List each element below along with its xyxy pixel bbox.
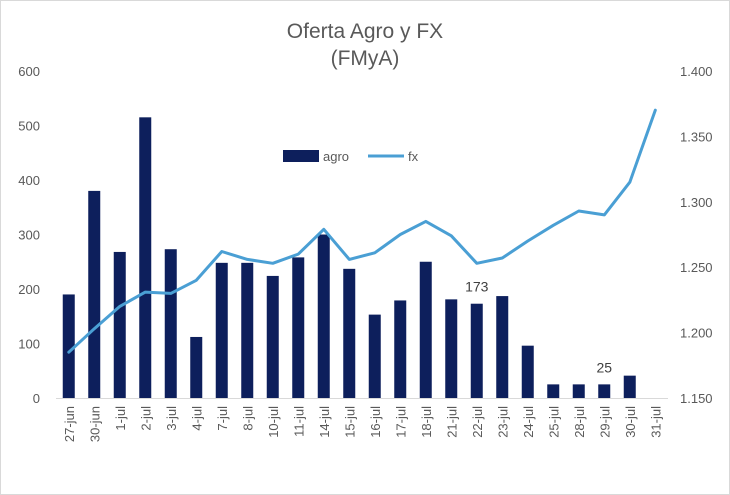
x-tick-label: 23-jul — [495, 406, 510, 438]
agro-bar — [598, 384, 611, 398]
y-left-tick-label: 300 — [18, 228, 40, 243]
data-label: 173 — [465, 279, 489, 295]
x-tick-label: 22-jul — [470, 406, 485, 438]
agro-bar — [88, 190, 101, 398]
agro-bar — [317, 234, 330, 398]
x-tick-label: 1-jul — [113, 406, 128, 431]
y-right-tick-label: 1.300 — [680, 195, 713, 210]
agro-bar — [113, 251, 126, 398]
data-label: 25 — [596, 359, 612, 375]
legend-agro-swatch — [283, 150, 319, 162]
x-tick-label: 3-jul — [164, 406, 179, 431]
y-left-tick-label: 100 — [18, 337, 40, 352]
chart-title-block: Oferta Agro y FX (FMyA) — [0, 18, 730, 72]
y-left-tick-label: 200 — [18, 282, 40, 297]
x-tick-label: 28-jul — [572, 406, 587, 438]
x-tick-label: 24-jul — [521, 406, 536, 438]
agro-bar — [470, 303, 483, 398]
y-right-tick-label: 1.150 — [680, 391, 713, 406]
agro-bar — [394, 300, 407, 398]
y-right-tick-label: 1.250 — [680, 260, 713, 275]
x-tick-label: 30-jul — [623, 406, 638, 438]
y-left-tick-label: 400 — [18, 173, 40, 188]
agro-bar — [62, 294, 75, 398]
x-tick-label: 15-jul — [342, 406, 357, 438]
x-tick-label: 18-jul — [419, 406, 434, 438]
x-tick-label: 11-jul — [291, 406, 306, 437]
x-tick-label: 31-jul — [648, 406, 663, 438]
y-right-tick-label: 1.400 — [680, 64, 713, 79]
agro-bar — [623, 375, 636, 398]
agro-bar — [139, 117, 152, 398]
agro-bar — [496, 296, 509, 398]
x-tick-label: 2-jul — [138, 406, 153, 431]
y-right-tick-label: 1.200 — [680, 326, 713, 341]
fx-line — [67, 108, 657, 354]
legend-fx-label: fx — [408, 149, 419, 164]
agro-bar — [572, 384, 585, 398]
agro-bar — [521, 345, 534, 398]
agro-bar — [266, 275, 279, 398]
agro-bar — [419, 261, 432, 398]
agro-bar — [292, 257, 305, 398]
agro-bar — [343, 268, 356, 398]
y-left-tick-label: 0 — [33, 391, 40, 406]
x-tick-label: 30-jun — [87, 406, 102, 442]
chart-subtitle: (FMyA) — [330, 47, 400, 70]
agro-bar — [547, 384, 560, 398]
legend-agro-label: agro — [323, 149, 349, 164]
x-tick-label: 7-jul — [215, 406, 230, 431]
x-tick-label: 10-jul — [266, 406, 281, 438]
x-tick-label: 14-jul — [317, 406, 332, 438]
x-tick-label: 27-jun — [62, 406, 77, 442]
y-right-tick-label: 1.350 — [680, 129, 713, 144]
agro-bar — [190, 336, 203, 398]
agro-bar — [445, 299, 458, 398]
chart-title: Oferta Agro y FX — [286, 20, 444, 43]
y-left-tick-label: 600 — [18, 64, 40, 79]
y-left-tick-label: 500 — [18, 119, 40, 134]
x-tick-label: 29-jul — [597, 406, 612, 438]
agro-bar — [215, 262, 228, 398]
x-tick-label: 25-jul — [546, 406, 561, 438]
agro-bar — [368, 314, 381, 398]
x-tick-label: 21-jul — [444, 406, 459, 438]
x-tick-label: 8-jul — [240, 406, 255, 431]
x-tick-label: 4-jul — [189, 406, 204, 431]
x-tick-label: 17-jul — [393, 406, 408, 438]
agro-bar — [241, 262, 254, 398]
x-tick-label: 16-jul — [368, 406, 383, 438]
agro-bar — [164, 249, 177, 398]
